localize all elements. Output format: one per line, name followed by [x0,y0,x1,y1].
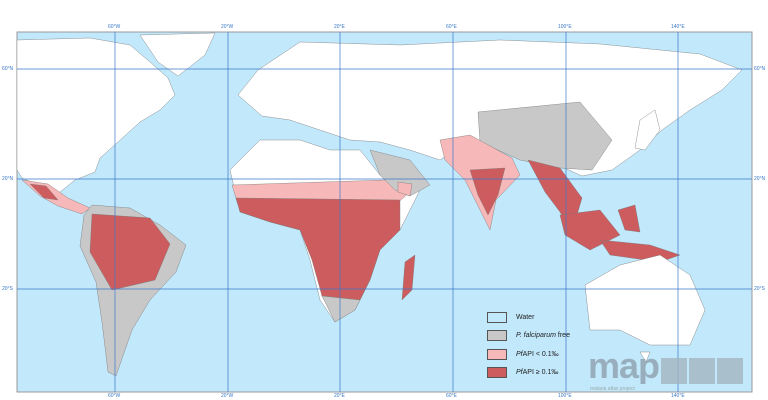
southern-africa-free [321,295,361,323]
legend-swatch [487,311,507,323]
lat-label: 60°N [2,66,14,72]
legend-item-water: Water [487,308,570,327]
legend-label-plain: API < 0.1‰ [522,350,559,358]
legend-label-italic: P. falciparum [516,332,556,340]
graticule [17,32,752,392]
lon-label: 20°W [221,24,234,30]
legend-label: PfAPI ≥ 0.1‰ [516,368,558,377]
japan [634,109,661,151]
map-logo: map malaria atlas project [588,348,748,394]
lat-label: 60°N [754,66,766,72]
lon-label: 60°W [108,24,121,30]
legend: Water P. falciparum free PfAPI < 0.1‰ Pf… [487,308,570,382]
legend-item-high: PfAPI ≥ 0.1‰ [487,364,570,383]
legend-swatch [487,348,507,360]
legend-label-plain: API ≥ 0.1‰ [522,369,559,377]
central-america-high [29,183,59,201]
lon-label: 140°E [671,393,685,399]
australia [584,254,706,363]
lon-label: 60°W [108,393,121,399]
lon-label: 100°E [558,393,572,399]
lon-label: 20°E [334,24,345,30]
asia-tile-icon [717,358,744,384]
logo-row: map [588,348,748,384]
greenland [139,32,216,77]
amazon-high [89,213,171,291]
legend-swatch [487,330,507,342]
yemen-low [397,181,413,197]
legend-item-low: PfAPI < 0.1‰ [487,345,570,364]
legend-label-italic: Pf [516,350,523,358]
lon-label: 100°E [558,24,572,30]
lat-label: 20°S [2,286,13,292]
lon-label: 20°E [334,393,345,399]
eurasia [237,39,743,177]
legend-label: P. falciparum free [516,331,570,340]
lat-label: 20°N [754,176,766,182]
lon-label: 20°W [221,393,234,399]
india-high [469,167,506,216]
legend-swatch [487,367,507,379]
legend-label-italic: Pf [516,369,523,377]
legend-label: Water [516,313,535,321]
lat-label: 20°N [2,176,14,182]
legend-label: PfAPI < 0.1‰ [516,350,559,359]
lon-label: 60°E [446,24,457,30]
legend-label-plain: free [555,332,570,340]
logo-subtitle: malaria atlas project [590,386,635,392]
logo-text: map [588,348,660,384]
africa-tile-icon [689,358,716,384]
lon-label: 140°E [671,24,685,30]
lon-label: 60°E [446,393,457,399]
indonesia-high [559,204,681,263]
lat-label: 20°S [754,286,765,292]
americas-tile-icon [661,358,688,384]
legend-item-free: P. falciparum free [487,327,570,346]
